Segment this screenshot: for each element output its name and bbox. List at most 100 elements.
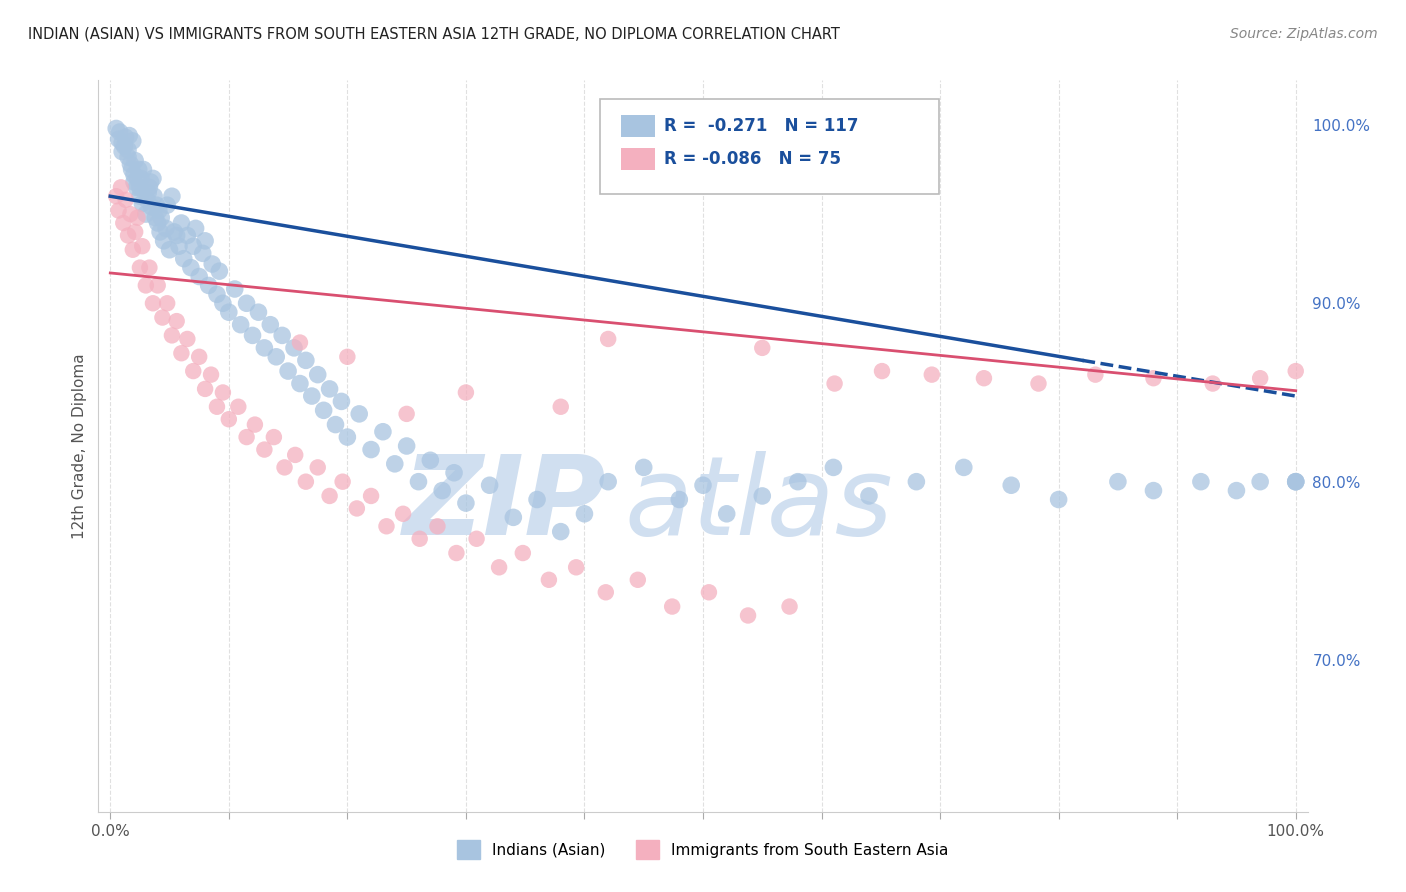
Point <box>432 483 454 498</box>
Point <box>229 318 252 332</box>
Point <box>112 216 135 230</box>
Point <box>786 475 808 489</box>
Text: R =  -0.271   N = 117: R = -0.271 N = 117 <box>664 118 859 136</box>
Point <box>129 260 152 275</box>
Point <box>1047 492 1070 507</box>
Point <box>1189 475 1212 489</box>
Point <box>166 228 188 243</box>
Point <box>181 239 204 253</box>
Point <box>1249 475 1271 489</box>
Point <box>336 350 359 364</box>
Point <box>105 121 128 136</box>
Point <box>142 296 165 310</box>
Point <box>1249 371 1271 385</box>
Point <box>330 394 353 409</box>
Point <box>138 180 160 194</box>
Point <box>159 243 181 257</box>
Point <box>145 198 167 212</box>
Point <box>128 162 150 177</box>
Point <box>1225 483 1247 498</box>
Point <box>184 221 207 235</box>
Point <box>170 346 193 360</box>
Point <box>110 180 132 194</box>
Point <box>952 460 974 475</box>
Point <box>426 519 449 533</box>
Point <box>201 257 224 271</box>
Point <box>395 407 418 421</box>
Point <box>150 211 173 225</box>
Point <box>263 430 285 444</box>
Point <box>627 573 650 587</box>
Point <box>295 475 318 489</box>
Point <box>129 189 152 203</box>
Point <box>105 189 128 203</box>
Point <box>124 153 146 168</box>
Point <box>301 389 323 403</box>
Point <box>160 328 183 343</box>
Point <box>191 246 214 260</box>
Point <box>122 175 145 189</box>
Point <box>235 296 257 310</box>
Point <box>253 442 276 457</box>
Point <box>163 225 186 239</box>
Point <box>156 198 179 212</box>
Point <box>973 371 995 385</box>
Point <box>135 207 157 221</box>
Point <box>408 532 430 546</box>
Point <box>264 350 287 364</box>
Point <box>574 507 596 521</box>
Point <box>375 519 398 533</box>
Point <box>107 132 129 146</box>
Point <box>325 417 347 432</box>
Point <box>226 400 249 414</box>
Point <box>131 196 153 211</box>
Point <box>824 376 846 391</box>
Point <box>1028 376 1050 391</box>
Point <box>120 207 142 221</box>
Point <box>526 492 548 507</box>
Point <box>253 341 276 355</box>
Text: atlas: atlas <box>624 451 893 558</box>
Point <box>143 211 166 225</box>
Point <box>194 234 217 248</box>
Point <box>1285 475 1308 489</box>
Point <box>295 353 318 368</box>
Point <box>117 143 139 157</box>
Point <box>870 364 893 378</box>
Point <box>1000 478 1022 492</box>
Point <box>318 382 340 396</box>
Point <box>139 175 162 189</box>
Point <box>125 180 148 194</box>
Point <box>751 341 773 355</box>
Point <box>208 264 231 278</box>
Point <box>243 417 266 432</box>
Point <box>205 400 228 414</box>
Point <box>1202 376 1225 391</box>
Point <box>360 442 382 457</box>
Point <box>111 145 134 159</box>
Point <box>443 466 465 480</box>
Point <box>737 608 759 623</box>
Point <box>131 239 153 253</box>
Point <box>149 225 172 239</box>
Point <box>212 385 235 400</box>
Point <box>242 328 264 343</box>
Point <box>454 385 477 400</box>
Point <box>392 507 415 521</box>
Point <box>408 475 430 489</box>
Point <box>142 171 165 186</box>
Point <box>135 278 157 293</box>
Point <box>384 457 406 471</box>
Point <box>146 216 169 230</box>
Point <box>173 252 195 266</box>
Point <box>284 448 307 462</box>
Point <box>905 475 928 489</box>
FancyBboxPatch shape <box>621 115 655 137</box>
Point <box>127 171 149 186</box>
Point <box>194 382 217 396</box>
Point <box>1142 371 1164 385</box>
Point <box>166 314 188 328</box>
Point <box>124 225 146 239</box>
Point <box>446 546 468 560</box>
Point <box>141 200 163 214</box>
